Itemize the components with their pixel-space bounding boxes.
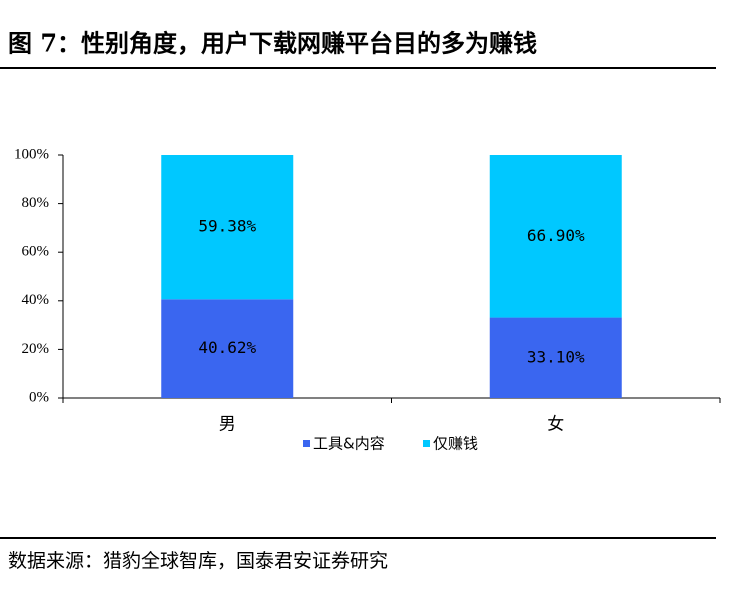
legend-label: 仅赚钱 bbox=[433, 435, 478, 453]
x-tick-label: 男 bbox=[219, 415, 236, 435]
legend-swatch bbox=[423, 440, 430, 447]
value-label: 59.38% bbox=[198, 217, 256, 236]
y-tick-label: 0% bbox=[29, 389, 49, 405]
source: 数据来源：猎豹全球智库，国泰君安证券研究 bbox=[8, 550, 388, 572]
bar-segment bbox=[161, 299, 294, 398]
legend-label: 工具&内容 bbox=[313, 435, 385, 453]
value-label: 66.90% bbox=[527, 226, 585, 245]
y-tick-label: 20% bbox=[22, 341, 50, 357]
y-tick-label: 100% bbox=[14, 146, 49, 162]
bar-segment bbox=[489, 317, 622, 398]
value-label: 33.10% bbox=[527, 347, 585, 366]
x-tick-label: 女 bbox=[547, 415, 564, 435]
y-tick-label: 60% bbox=[22, 244, 50, 260]
y-tick-label: 80% bbox=[22, 195, 50, 211]
y-tick-label: 40% bbox=[22, 292, 50, 308]
bar-segment bbox=[161, 155, 294, 300]
value-label: 40.62% bbox=[198, 338, 256, 357]
chart-title: 图 7：性别角度，用户下载网赚平台目的多为赚钱 bbox=[8, 29, 537, 58]
legend-swatch bbox=[303, 440, 310, 447]
bar-segment bbox=[489, 155, 622, 318]
